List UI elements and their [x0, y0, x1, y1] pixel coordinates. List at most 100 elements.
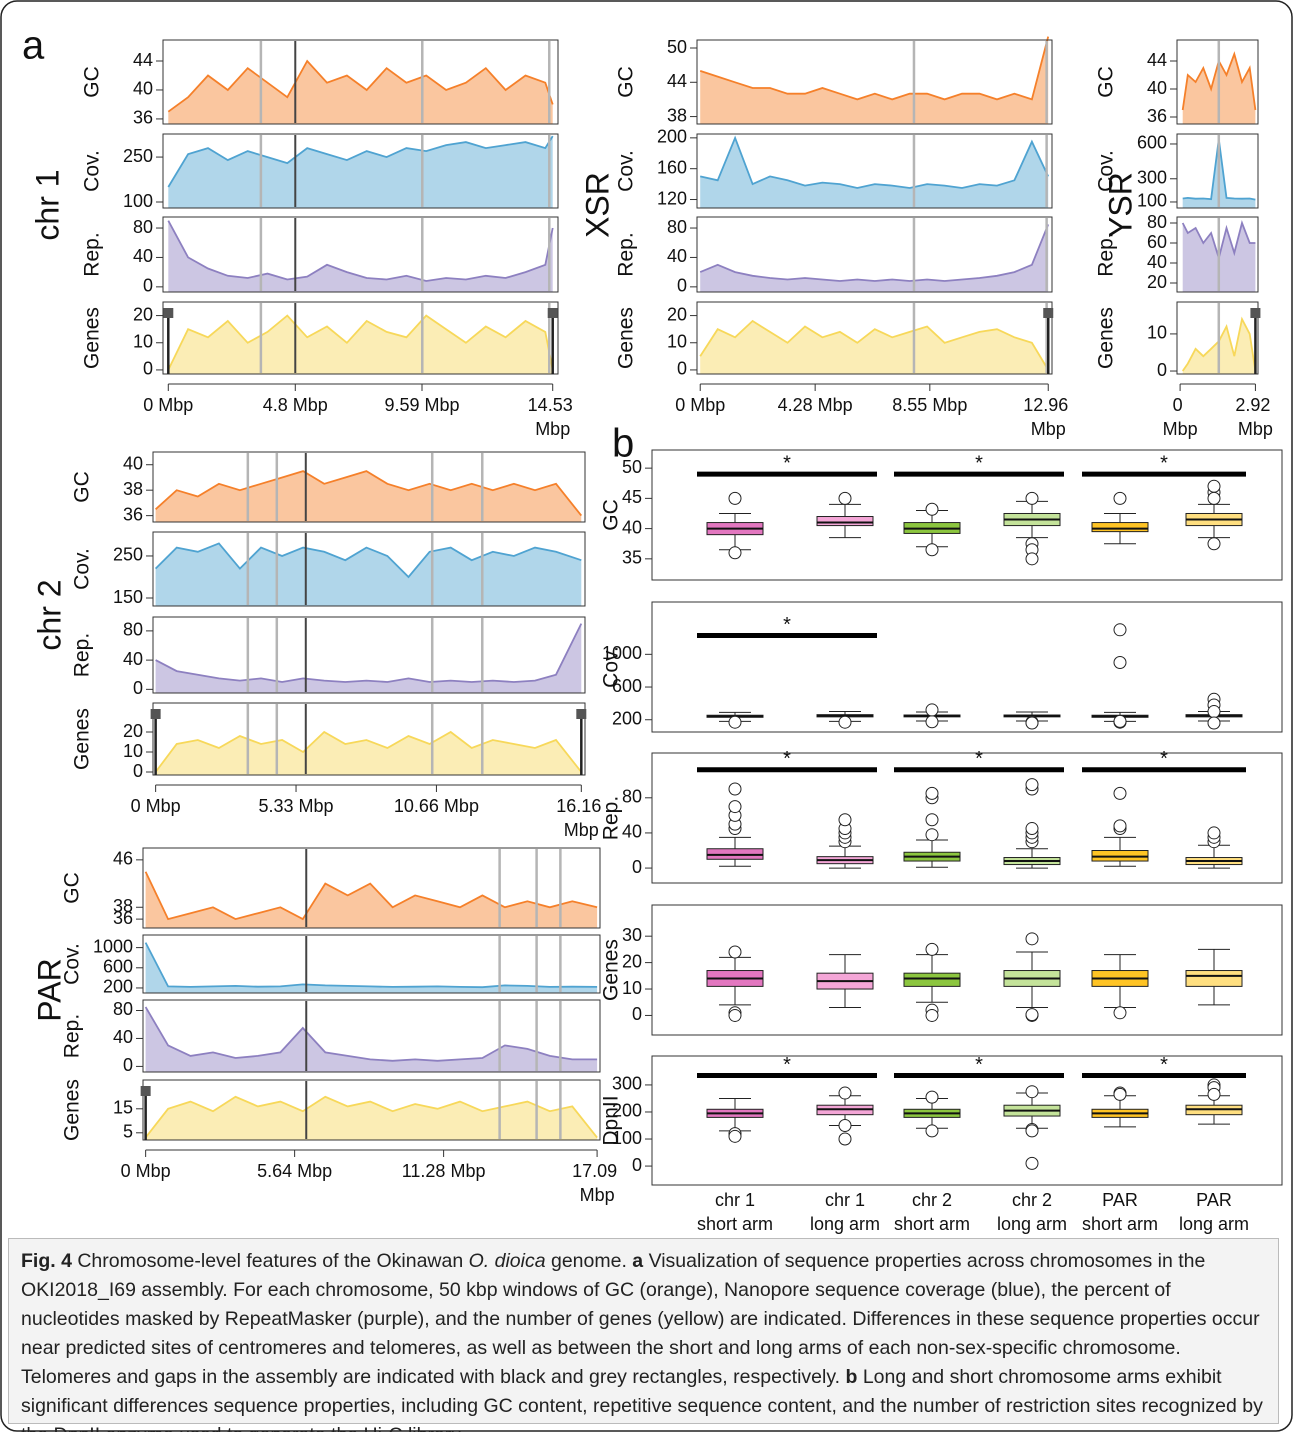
telomere-marker: [1250, 308, 1261, 318]
track-frame: [696, 301, 1053, 375]
y-tick-label: 10: [622, 978, 642, 998]
caption-panel: b: [845, 1366, 858, 1388]
y-tick-label: 30: [622, 925, 642, 945]
panel-label: b: [612, 422, 634, 466]
y-tick-label: 1000: [93, 936, 133, 956]
y-tick-label: 40: [622, 822, 642, 842]
caption-panel: a: [632, 1250, 644, 1272]
track-label: Genes: [81, 307, 104, 369]
y-tick-label: 0: [632, 1155, 642, 1175]
track-frame: [1176, 216, 1259, 293]
outlier: [1025, 1156, 1039, 1170]
track-line: [154, 542, 582, 579]
outlier: [1025, 1008, 1039, 1022]
significance-label: *: [783, 748, 791, 770]
track-area: [168, 220, 553, 292]
category-label: chr 2: [912, 1190, 952, 1210]
category-label: chr 2: [1012, 1190, 1052, 1210]
x-tick-label: 0 Mbp: [143, 395, 193, 415]
track-label: Rep.: [81, 232, 104, 276]
track-frame: [696, 216, 1053, 293]
outlier: [925, 942, 939, 956]
y-tick-label: 200: [657, 127, 687, 147]
y-tick-label: 80: [622, 787, 642, 807]
track-label: GC: [81, 66, 104, 98]
y-axis-label: Genes: [600, 939, 623, 1001]
chromosome-label: PAR: [31, 958, 67, 1021]
outlier: [1113, 656, 1127, 670]
y-tick-label: 120: [657, 188, 687, 208]
x-tick-label: 10.66 Mbp: [394, 796, 479, 816]
track-line: [155, 623, 583, 683]
y-tick-label: 40: [622, 517, 642, 537]
outlier: [728, 782, 742, 796]
panel-frame: [651, 752, 1283, 884]
outlier: [1113, 819, 1127, 833]
y-tick-label: 0: [133, 761, 143, 781]
track-line: [144, 1095, 598, 1139]
x-tick-label: 8.55 Mbp: [892, 395, 967, 415]
significance-label: *: [975, 748, 983, 770]
track-frame: [1176, 133, 1259, 209]
track-area: [168, 136, 553, 208]
outlier: [838, 1119, 852, 1133]
track-line: [144, 871, 598, 921]
outlier: [1207, 491, 1221, 505]
y-tick-label: 40: [133, 79, 153, 99]
y-tick-label: 36: [1147, 106, 1167, 126]
y-tick-label: 150: [113, 587, 143, 607]
track-area: [155, 471, 582, 522]
y-tick-label: 40: [113, 1027, 133, 1047]
y-tick-label: 0: [143, 276, 153, 296]
y-tick-label: 40: [667, 246, 687, 266]
outlier: [925, 828, 939, 842]
track-frame: [142, 934, 601, 994]
telomere-marker: [150, 709, 161, 719]
y-tick-label: 36: [113, 908, 133, 928]
y-tick-label: 5: [123, 1122, 133, 1142]
category-label: PAR: [1196, 1190, 1232, 1210]
y-tick-label: 20: [133, 304, 153, 324]
outlier: [925, 502, 939, 516]
track-label: Genes: [1095, 307, 1118, 369]
significance-label: *: [783, 452, 791, 474]
panel-frame: [651, 601, 1283, 733]
chromosome-label: chr 1: [29, 169, 65, 240]
box: [1091, 522, 1149, 533]
y-tick-label: 40: [1147, 252, 1167, 272]
y-tick-label: 0: [123, 1055, 133, 1075]
x-tick-label: 0 Mbp: [1163, 395, 1198, 439]
significance-label: *: [783, 1054, 791, 1076]
caption: Fig. 4 Chromosome-level features of the …: [8, 1238, 1279, 1432]
outlier: [1207, 537, 1221, 551]
outlier: [728, 715, 742, 729]
track-label: GC: [1095, 66, 1118, 98]
caption-text: Chromosome-level features of the Okinawa…: [71, 1250, 469, 1272]
outlier: [1025, 778, 1039, 792]
x-tick-label: 0 Mbp: [131, 796, 181, 816]
track-line: [144, 1006, 598, 1062]
y-tick-label: 300: [612, 1074, 642, 1094]
y-tick-label: 10: [123, 741, 143, 761]
outlier: [925, 703, 939, 717]
x-tick-label: 9.59 Mbp: [384, 395, 459, 415]
track-frame: [162, 133, 559, 209]
y-tick-label: 36: [133, 108, 153, 128]
significance-label: *: [1160, 452, 1168, 474]
track-frame: [142, 999, 601, 1073]
outlier: [728, 491, 742, 505]
panel-frame: [651, 449, 1283, 581]
caption-text: Long and short chromosome arms exhibit s…: [21, 1366, 1263, 1432]
track-area: [168, 61, 553, 124]
y-tick-label: 200: [612, 708, 642, 728]
x-tick-label: 5.33 Mbp: [259, 796, 334, 816]
y-tick-label: 10: [133, 332, 153, 352]
category-label: short arm: [1082, 1214, 1158, 1234]
telomere-marker: [140, 1086, 151, 1096]
y-axis-label: Cov.: [600, 646, 623, 688]
x-tick-label: 4.28 Mbp: [778, 395, 853, 415]
box: [1185, 970, 1243, 987]
track-label: Rep.: [71, 633, 94, 677]
y-tick-label: 80: [123, 620, 143, 640]
